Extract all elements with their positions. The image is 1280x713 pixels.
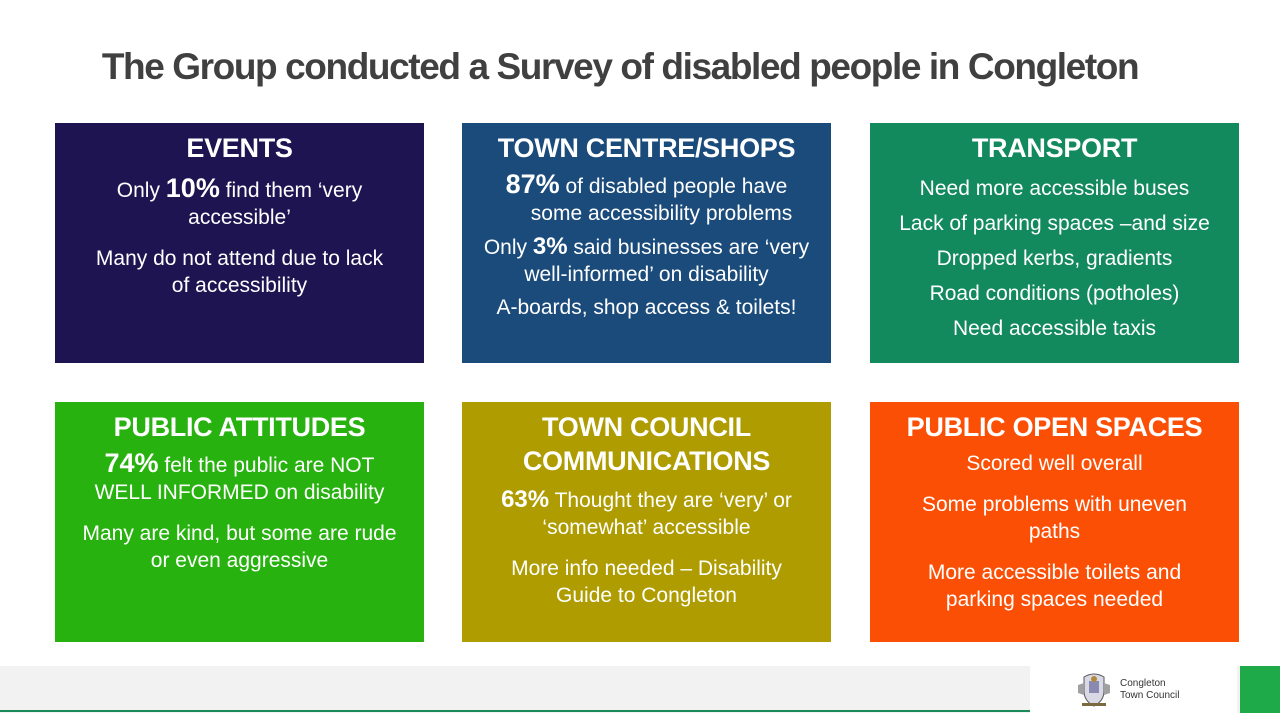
events-heading: EVENTS: [186, 133, 293, 163]
logo-line-2: Town Council: [1120, 689, 1180, 701]
town-business-percent: 3%: [532, 233, 568, 260]
communications-stat: 63% Thought they are ‘very’ or: [474, 486, 819, 514]
attitudes-stat-cont: WELL INFORMED on disability: [94, 481, 385, 504]
attitudes-note-a: Many are kind, but some are rude: [82, 522, 397, 545]
council-logo: Congleton Town Council: [1030, 666, 1237, 713]
transport-panel: TRANSPORT Need more accessible buses Lac…: [870, 123, 1239, 363]
council-logo-text: Congleton Town Council: [1120, 678, 1179, 702]
public-attitudes-heading: PUBLIC ATTITUDES: [113, 412, 366, 442]
events-panel: EVENTS Only 10% find them ‘very accessib…: [55, 123, 424, 363]
attitudes-percent: 74%: [104, 448, 159, 478]
footer-divider: [0, 710, 1030, 712]
open-spaces-panel: PUBLIC OPEN SPACES Scored well overall S…: [870, 402, 1239, 642]
communications-percent: 63%: [501, 486, 550, 513]
transport-heading: TRANSPORT: [971, 133, 1138, 163]
town-stat-text: of disabled people have: [559, 175, 788, 198]
town-business-prefix: Only: [483, 236, 533, 259]
open-spaces-note-3a: More accessible toilets and: [927, 561, 1182, 584]
events-note-b: of accessibility: [171, 274, 308, 297]
town-business-stat: Only 3% said businesses are ‘very: [474, 233, 819, 261]
page-title: The Group conducted a Survey of disabled…: [101, 46, 1140, 87]
events-stat: Only 10% find them ‘very: [67, 175, 412, 204]
public-attitudes-panel: PUBLIC ATTITUDES 74% felt the public are…: [55, 402, 424, 642]
open-spaces-note-1: Scored well overall: [966, 452, 1143, 475]
communications-stat-cont: ‘somewhat’ accessible: [542, 516, 751, 539]
attitudes-stat-text: felt the public are NOT: [158, 454, 375, 477]
communications-note-b: Guide to Congleton: [556, 584, 737, 607]
communications-heading-b: COMMUNICATIONS: [522, 446, 771, 476]
open-spaces-heading: PUBLIC OPEN SPACES: [906, 412, 1203, 442]
town-stat-cont: some accessibility problems: [530, 202, 793, 225]
events-stat-prefix: Only: [116, 179, 166, 202]
town-centre-panel: TOWN CENTRE/SHOPS 87% of disabled people…: [462, 123, 831, 363]
town-stat: 87% of disabled people have: [474, 171, 819, 200]
events-note-a: Many do not attend due to lack: [95, 247, 384, 270]
council-crest-icon: [1078, 673, 1110, 707]
transport-item: Lack of parking spaces –and size: [899, 212, 1210, 235]
transport-item: Road conditions (potholes): [929, 282, 1180, 305]
footer-green-block: [1240, 666, 1280, 713]
communications-panel: TOWN COUNCIL COMMUNICATIONS 63% Thought …: [462, 402, 831, 642]
attitudes-stat: 74% felt the public are NOT: [67, 450, 412, 479]
town-percent: 87%: [505, 169, 560, 199]
transport-item: Need more accessible buses: [919, 177, 1190, 200]
communications-stat-text: Thought they are ‘very’ or: [549, 489, 792, 512]
communications-heading-a: TOWN COUNCIL: [542, 412, 751, 442]
events-percent: 10%: [165, 173, 220, 203]
logo-line-1: Congleton: [1120, 677, 1166, 689]
transport-item: Need accessible taxis: [952, 317, 1157, 340]
town-business-text: said businesses are ‘very: [567, 236, 810, 259]
transport-item: Dropped kerbs, gradients: [936, 247, 1173, 270]
open-spaces-note-2a: Some problems with uneven: [922, 493, 1187, 516]
events-stat-cont: accessible’: [188, 206, 291, 229]
open-spaces-note-3b: parking spaces needed: [945, 588, 1164, 611]
town-business-cont: well-informed’ on disability: [524, 263, 769, 286]
town-issues: A-boards, shop access & toilets!: [496, 296, 797, 319]
communications-note-a: More info needed – Disability: [511, 557, 782, 580]
attitudes-note-b: or even aggressive: [150, 549, 329, 572]
events-stat-text: find them ‘very: [219, 179, 363, 202]
town-centre-heading: TOWN CENTRE/SHOPS: [497, 133, 796, 163]
open-spaces-note-2b: paths: [1028, 520, 1081, 543]
